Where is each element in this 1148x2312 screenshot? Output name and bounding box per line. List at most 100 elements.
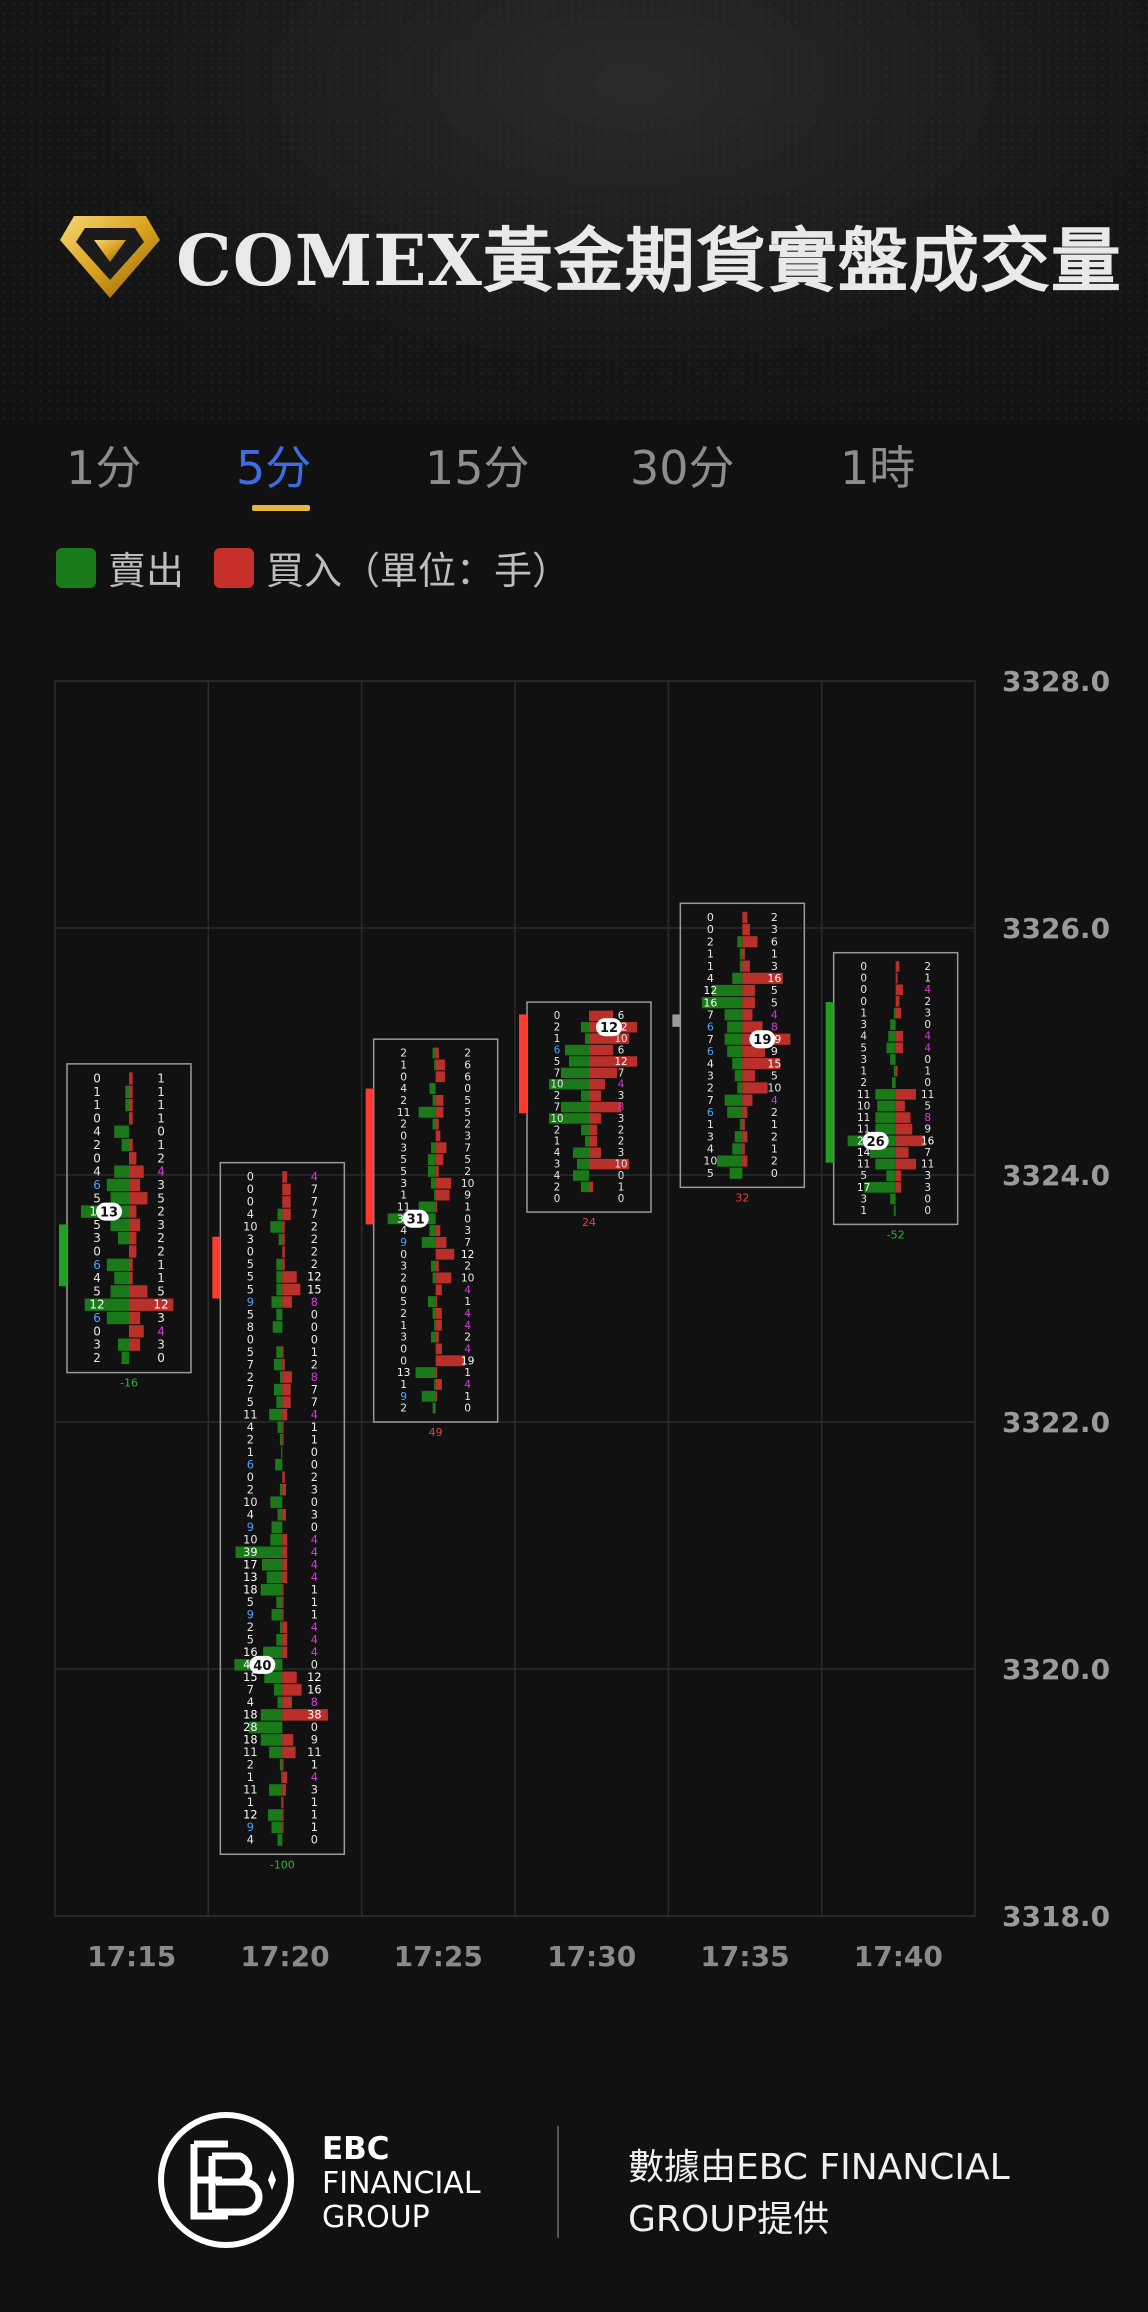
buy-volume-label: 3 <box>618 1113 625 1125</box>
buy-volume-label: 2 <box>771 911 778 924</box>
sell-volume-bar <box>418 1201 436 1213</box>
brand-line-2: FINANCIAL <box>322 2166 481 2201</box>
buy-volume-label: 1 <box>771 1143 778 1156</box>
sell-volume-label: 18 <box>243 1584 257 1597</box>
sell-volume-label: 1 <box>247 1771 254 1784</box>
poc-value-label: 13 <box>100 1206 118 1221</box>
buy-volume-label: 1 <box>771 1118 778 1131</box>
poc-value-label: 12 <box>600 1021 618 1036</box>
buy-volume-label: 38 <box>307 1709 321 1722</box>
buy-volume-label: 5 <box>771 996 778 1009</box>
sell-volume-label: 1 <box>400 1378 407 1391</box>
tab-1min[interactable]: 1分 <box>66 441 142 495</box>
buy-volume-bar <box>435 1177 452 1189</box>
sell-volume-label: 0 <box>400 1070 407 1083</box>
buy-volume-label: 10 <box>767 1082 781 1095</box>
buy-volume-label: 2 <box>464 1047 471 1060</box>
sell-volume-label: 4 <box>247 1421 254 1434</box>
buy-volume-label: 7 <box>464 1141 471 1154</box>
sell-volume-bar <box>277 1834 283 1846</box>
buy-volume-label: 3 <box>924 1182 931 1194</box>
buy-volume-label: 0 <box>157 1351 165 1365</box>
poc-bubble <box>249 1655 276 1674</box>
buy-volume-bar <box>129 1258 133 1271</box>
sell-volume-label: 1 <box>554 1136 561 1148</box>
sell-volume-bar <box>431 1260 436 1272</box>
buy-volume-bar <box>282 1771 288 1784</box>
data-credit: 數據由EBC FINANCIAL GROUP提供 <box>628 2142 1068 2246</box>
buy-volume-label: 7 <box>311 1208 318 1221</box>
gold-diamond-icon <box>60 215 160 298</box>
sell-volume-label: 0 <box>400 1283 407 1296</box>
sell-volume-bar <box>890 1019 896 1030</box>
sell-volume-label: 7 <box>707 1033 714 1046</box>
sell-volume-bar <box>549 1079 589 1090</box>
buy-volume-label: 5 <box>771 984 778 997</box>
sell-volume-bar <box>734 1131 743 1143</box>
sell-volume-label: 9 <box>247 1296 254 1309</box>
sell-volume-label: 5 <box>247 1346 254 1359</box>
tab-15min[interactable]: 15分 <box>425 441 530 495</box>
sell-volume-bar <box>261 1558 283 1571</box>
buy-volume-bar <box>282 1734 294 1746</box>
sell-volume-bar <box>432 1307 436 1319</box>
buy-volume-label: 3 <box>771 960 778 973</box>
sell-volume-bar <box>269 1408 283 1421</box>
sell-volume-label: 7 <box>554 1067 561 1079</box>
buy-volume-label: 4 <box>464 1378 471 1391</box>
buy-volume-bar <box>589 1044 613 1056</box>
sell-volume-bar <box>877 1100 896 1112</box>
buy-volume-label: 7 <box>618 1067 625 1079</box>
buy-volume-label: 3 <box>311 1784 318 1797</box>
buy-volume-label: 2 <box>311 1221 318 1234</box>
sell-volume-label: 0 <box>93 1071 101 1085</box>
sell-volume-label: 5 <box>554 1056 561 1068</box>
tab-30min[interactable]: 30分 <box>630 441 735 495</box>
buy-volume-label: 0 <box>311 1446 318 1459</box>
buy-volume-label: 4 <box>157 1165 165 1179</box>
buy-volume-label: 3 <box>311 1483 318 1496</box>
sell-volume-label: 3 <box>400 1177 407 1190</box>
sell-volume-label: 11 <box>857 1159 870 1171</box>
buy-volume-bar <box>742 1021 763 1033</box>
buy-volume-label: 7 <box>311 1183 318 1196</box>
buy-volume-bar <box>129 1218 141 1232</box>
tab-1hour[interactable]: 1時 <box>840 441 916 495</box>
tab-5min[interactable]: 5分 <box>236 441 312 495</box>
buy-volume-label: 9 <box>464 1189 471 1202</box>
sell-volume-bar <box>415 1367 436 1378</box>
buy-volume-label: 0 <box>618 1170 625 1182</box>
buy-volume-bar <box>282 1483 286 1496</box>
buy-volume-bar <box>282 1533 288 1546</box>
buy-volume-label: 0 <box>464 1402 471 1415</box>
sell-volume-label: 7 <box>247 1383 254 1396</box>
buy-volume-bar <box>282 1809 284 1821</box>
sell-volume-bar <box>729 1167 743 1179</box>
sell-volume-bar <box>875 1123 896 1135</box>
buy-volume-label: 5 <box>464 1094 471 1107</box>
candle-body <box>59 1224 67 1287</box>
sell-volume-bar <box>106 1258 129 1271</box>
buy-volume-bar <box>589 1067 617 1079</box>
buy-volume-bar <box>895 1030 904 1042</box>
sell-volume-bar <box>727 1021 743 1033</box>
buy-volume-bar <box>282 1646 288 1659</box>
buy-volume-bar <box>589 1090 601 1101</box>
legend: 賣出 買入（單位：手） <box>56 540 600 595</box>
buy-volume-label: 0 <box>771 1167 778 1180</box>
sell-volume-bar <box>581 1090 589 1101</box>
buy-volume-bar <box>282 1346 284 1358</box>
buy-volume-label: 4 <box>311 1571 318 1584</box>
buy-volume-bar <box>282 1471 285 1483</box>
sell-volume-bar <box>110 1218 129 1232</box>
x-tick-label: 17:40 <box>854 1940 943 1973</box>
sell-volume-label: 0 <box>93 1324 101 1338</box>
buy-volume-bar <box>282 1283 301 1296</box>
x-tick-label: 17:30 <box>547 1940 636 1973</box>
buy-volume-label: 2 <box>771 1106 778 1119</box>
sell-volume-bar <box>569 1056 589 1067</box>
buy-volume-label: 1 <box>311 1821 318 1834</box>
sell-volume-bar <box>739 1118 743 1131</box>
sell-volume-bar <box>581 1181 589 1193</box>
buy-volume-label: 4 <box>311 1771 318 1784</box>
